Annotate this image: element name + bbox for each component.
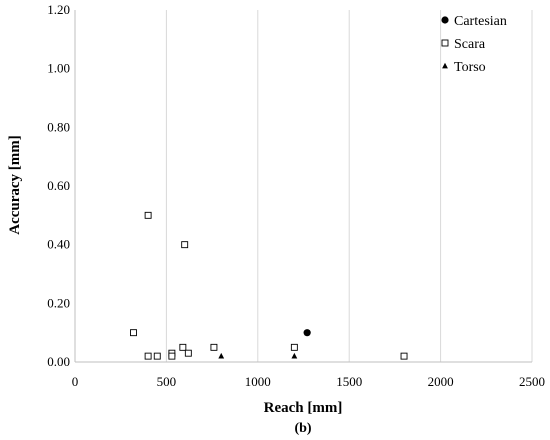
grid — [165, 10, 533, 362]
y-tick-label: 0.80 — [47, 119, 70, 134]
x-tick-label: 2500 — [519, 374, 545, 389]
scara-point — [168, 352, 176, 360]
x-tick-label: 2000 — [428, 374, 454, 389]
y-axis-title: Accuracy [mm] — [7, 135, 23, 235]
y-tick-label: 0.20 — [47, 295, 70, 310]
x-axis-title: Reach [mm] — [264, 400, 343, 416]
legend-label-torso: Torso — [454, 60, 486, 75]
x-tick-label: 1500 — [336, 374, 362, 389]
y-tick-label: 1.00 — [47, 61, 70, 76]
x-tick-label: 0 — [72, 374, 79, 389]
scara-point — [181, 241, 189, 249]
torso-point — [218, 352, 225, 359]
scara-point — [144, 211, 152, 219]
scara-point — [290, 343, 298, 351]
y-tick-label: 1.20 — [47, 2, 70, 17]
legend: Cartesian Scara Torso — [441, 14, 507, 75]
x-tick-label: 1000 — [245, 374, 271, 389]
scara-point — [130, 329, 137, 337]
y-tick-label: 0.00 — [47, 354, 70, 369]
legend-label-cartesian: Cartesian — [454, 14, 507, 29]
cartesian-point — [303, 329, 311, 337]
tick-labels: 0 500 1000 1500 2000 2500 0.00 0.20 0.40 0.60 0.80… — [47, 2, 545, 389]
figure-caption: (b) — [294, 421, 311, 436]
legend-label-scara: Scara — [454, 37, 486, 52]
legend-marker-scara — [441, 39, 449, 47]
y-tick-label: 0.40 — [47, 237, 70, 252]
legend-marker-cartesian — [441, 16, 449, 24]
scara-point — [179, 343, 187, 351]
scara-point — [153, 352, 161, 360]
data-points — [130, 211, 408, 360]
legend-marker-torso — [442, 62, 448, 69]
torso-point — [291, 352, 298, 359]
scara-point — [210, 343, 218, 351]
scara-point — [144, 352, 152, 360]
scara-point — [400, 352, 408, 360]
x-tick-label: 500 — [157, 374, 177, 389]
axes — [74, 10, 532, 363]
y-tick-label: 0.60 — [47, 178, 70, 193]
scara-point — [184, 349, 192, 357]
